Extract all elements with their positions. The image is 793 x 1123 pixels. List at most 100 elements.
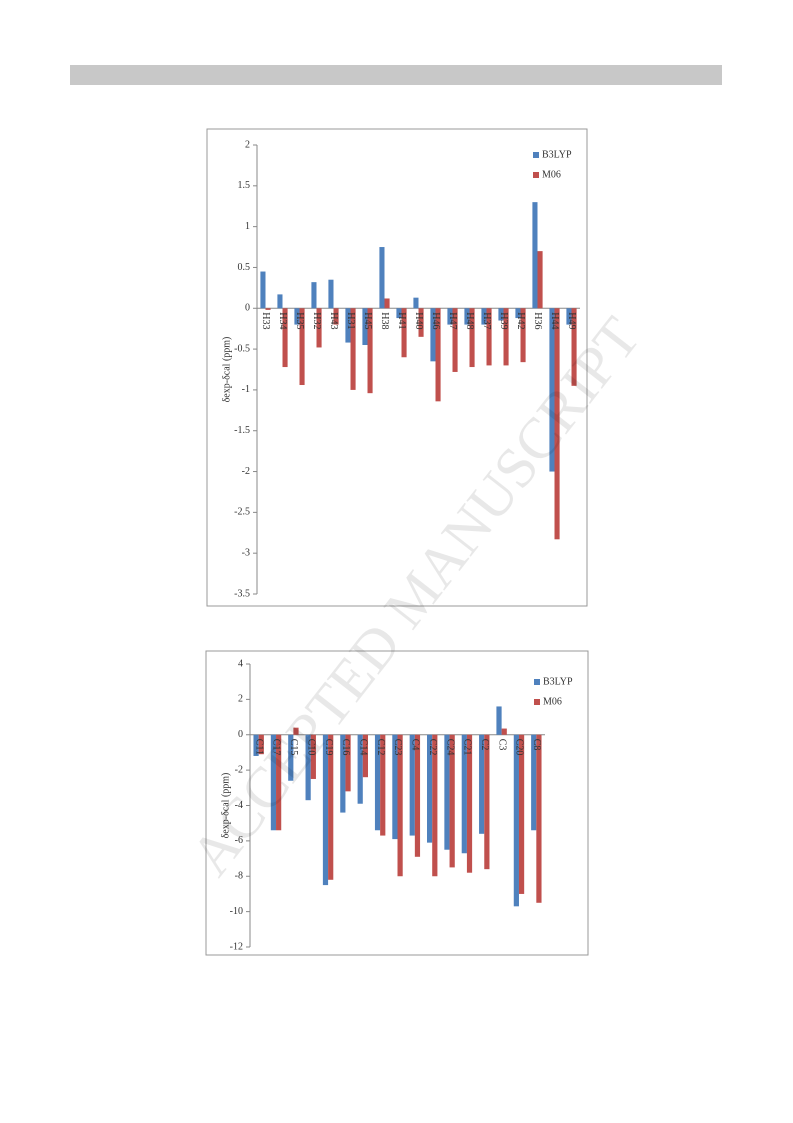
legend-swatch xyxy=(534,699,540,705)
bar xyxy=(486,308,492,366)
x-tick-label: C4 xyxy=(410,739,421,751)
bar xyxy=(418,308,424,337)
x-tick-label: C12 xyxy=(375,739,386,756)
y-tick-label: -8 xyxy=(235,871,243,882)
bar xyxy=(481,308,487,325)
bar xyxy=(531,734,537,831)
x-tick-label: C16 xyxy=(340,739,351,756)
bar xyxy=(464,308,470,325)
y-axis-title: δexp-δcal (ppm) xyxy=(221,337,232,403)
bar xyxy=(566,308,572,325)
bar xyxy=(479,734,485,834)
x-tick-label: H46 xyxy=(430,312,441,329)
x-tick-label: H35 xyxy=(294,312,305,329)
bar xyxy=(350,308,356,390)
bar xyxy=(452,308,458,372)
bar xyxy=(253,734,259,756)
bar xyxy=(270,734,277,831)
y-tick-label: 0 xyxy=(245,303,250,314)
bar xyxy=(384,298,390,309)
y-tick-label: -2.5 xyxy=(234,507,250,518)
bar xyxy=(401,308,407,358)
header-bar xyxy=(70,65,722,85)
bar xyxy=(427,734,433,843)
bar xyxy=(397,734,403,877)
y-tick-label: -1.5 xyxy=(234,425,250,436)
y-tick-label: 1.5 xyxy=(238,180,251,191)
bar xyxy=(322,734,329,886)
bar xyxy=(345,734,351,792)
x-tick-label: C3 xyxy=(496,739,507,751)
bar xyxy=(571,308,577,386)
bar xyxy=(392,734,398,840)
bar xyxy=(328,279,334,309)
x-tick-label: H38 xyxy=(379,312,390,329)
bar xyxy=(379,247,385,309)
bar xyxy=(294,308,300,325)
x-tick-label: C24 xyxy=(444,739,455,756)
x-tick-label: H42 xyxy=(515,312,526,329)
bar xyxy=(520,308,526,363)
bar xyxy=(447,308,453,325)
bar xyxy=(367,308,373,394)
legend-label: B3LYP xyxy=(542,149,572,160)
bar xyxy=(277,294,283,309)
bar xyxy=(554,308,560,540)
y-tick-label: -3.5 xyxy=(234,588,250,599)
bar xyxy=(484,734,490,870)
bar xyxy=(340,734,346,813)
legend-label: M06 xyxy=(543,696,562,707)
x-tick-label: H47 xyxy=(447,312,458,329)
bar xyxy=(496,706,502,735)
bar xyxy=(310,734,316,779)
bar xyxy=(409,734,415,836)
bar xyxy=(282,308,288,368)
bar xyxy=(311,282,317,309)
legend-label: B3LYP xyxy=(543,676,573,687)
x-tick-label: H48 xyxy=(464,312,475,329)
y-tick-label: -2 xyxy=(235,764,243,775)
x-tick-label: H36 xyxy=(532,312,543,329)
bar xyxy=(258,734,264,755)
bar xyxy=(469,308,475,368)
bar xyxy=(333,308,339,325)
bar xyxy=(380,734,386,836)
x-tick-label: C19 xyxy=(323,739,334,756)
y-tick-label: -10 xyxy=(230,906,243,917)
x-tick-label: H49 xyxy=(566,312,577,329)
x-tick-label: C8 xyxy=(531,739,542,751)
bar xyxy=(537,251,543,309)
x-tick-label: H32 xyxy=(311,312,322,329)
y-tick-label: -0.5 xyxy=(234,343,250,354)
y-tick-label: 0.5 xyxy=(238,262,251,273)
y-tick-label: 2 xyxy=(238,694,243,705)
bar xyxy=(362,308,368,346)
x-tick-label: H44 xyxy=(549,312,560,329)
bar xyxy=(432,734,438,877)
bar xyxy=(444,734,450,850)
x-tick-label: H45 xyxy=(362,312,373,329)
x-tick-label: H43 xyxy=(328,312,339,329)
x-tick-label: C14 xyxy=(357,739,368,756)
bar xyxy=(549,308,555,472)
x-tick-label: C23 xyxy=(392,739,403,756)
bar xyxy=(265,308,271,310)
y-tick-label: -4 xyxy=(235,800,243,811)
bar xyxy=(299,308,305,386)
chart-frame xyxy=(206,128,588,607)
bar xyxy=(414,734,421,857)
x-tick-label: H39 xyxy=(498,312,509,329)
bar xyxy=(374,734,381,831)
bar xyxy=(449,734,455,868)
bar xyxy=(518,734,525,894)
bar xyxy=(503,308,509,366)
x-tick-label: H41 xyxy=(396,312,407,329)
x-tick-label: H33 xyxy=(260,312,271,329)
y-tick-label: -2 xyxy=(242,466,250,477)
x-tick-label: H34 xyxy=(277,312,288,329)
bar xyxy=(362,734,368,778)
bar xyxy=(498,308,504,321)
y-tick-label: -6 xyxy=(235,835,243,846)
bar xyxy=(461,734,467,854)
